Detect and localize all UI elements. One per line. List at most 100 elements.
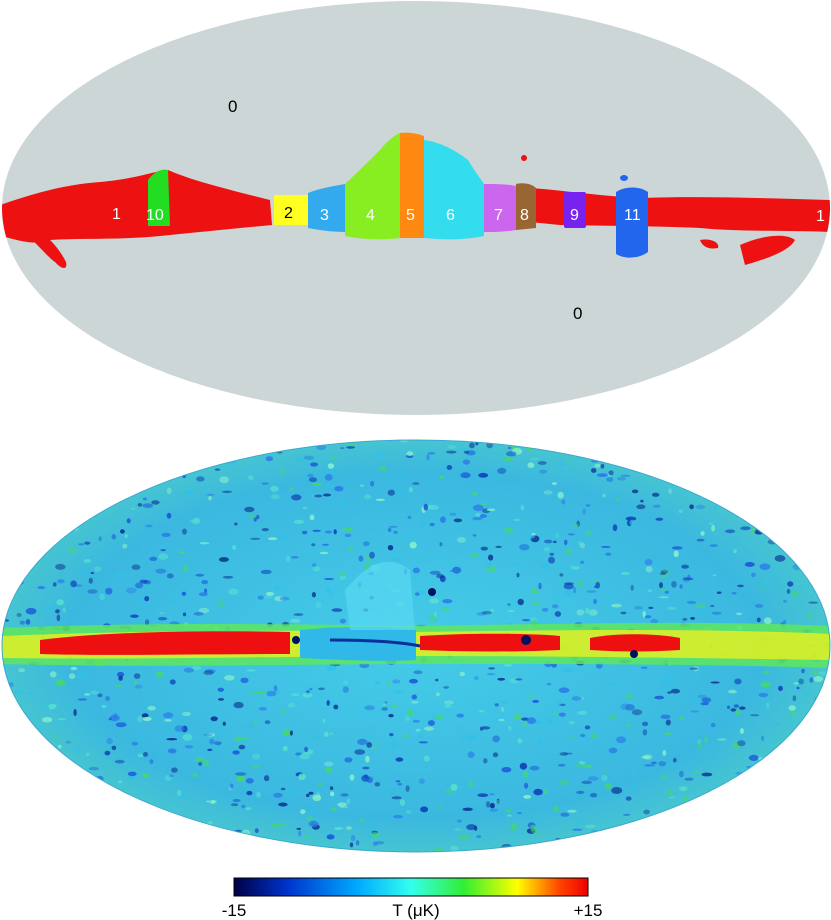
temperature-speckle [315, 601, 322, 609]
temperature-speckle [142, 812, 153, 816]
temperature-speckle [529, 846, 535, 851]
temperature-speckle [206, 493, 215, 496]
temperature-speckle [718, 813, 725, 818]
temperature-speckle [248, 475, 254, 481]
temperature-speckle [101, 704, 107, 709]
temperature-speckle [577, 541, 583, 545]
temperature-speckle [407, 515, 412, 520]
temperature-speckle [585, 824, 596, 829]
temperature-speckle [324, 731, 329, 737]
temperature-speckle [568, 721, 575, 725]
temperature-speckle [111, 745, 117, 751]
temperature-speckle [255, 691, 266, 695]
temperature-speckle [76, 673, 87, 680]
temperature-speckle [544, 539, 553, 544]
temperature-speckle [601, 842, 606, 849]
temperature-speckle [56, 599, 64, 606]
temperature-speckle [435, 678, 439, 682]
temperature-speckle [133, 673, 141, 679]
temperature-speckle [808, 530, 816, 534]
temperature-speckle [644, 615, 652, 619]
temperature-speckle [472, 504, 484, 512]
temperature-speckle [636, 830, 642, 834]
temperature-speckle [218, 557, 229, 562]
temperature-speckle [492, 735, 500, 743]
mask-region-7 [484, 184, 516, 232]
temperature-speckle [291, 556, 299, 559]
temperature-speckle [222, 575, 234, 579]
temperature-speckle [24, 496, 29, 503]
temperature-speckle [670, 688, 681, 694]
temperature-speckle [456, 713, 465, 718]
temperature-speckle [614, 830, 621, 835]
temperature-speckle [631, 769, 636, 777]
temperature-speckle [697, 694, 707, 699]
temperature-speckle [61, 778, 67, 786]
temperature-speckle [659, 572, 666, 576]
temperature-speckle [584, 736, 590, 741]
temperature-speckle [155, 568, 167, 574]
temperature-speckle [591, 468, 597, 473]
temperature-speckle [460, 472, 471, 479]
temperature-speckle [141, 545, 145, 551]
temperature-speckle [210, 799, 216, 805]
temperature-speckle [261, 482, 269, 485]
temperature-speckle [679, 584, 683, 589]
temperature-speckle [270, 494, 280, 500]
temperature-speckle [329, 732, 333, 736]
temperature-speckle [571, 842, 578, 850]
temperature-speckle [228, 440, 236, 444]
temperature-speckle [418, 778, 425, 785]
temperature-speckle [461, 735, 468, 741]
temperature-speckle [711, 611, 722, 615]
temperature-speckle [515, 678, 523, 681]
temperature-speckle [666, 606, 677, 610]
temperature-speckle [134, 684, 143, 689]
temperature-speckle [21, 557, 32, 561]
temperature-speckle [630, 584, 634, 591]
temperature-speckle [647, 589, 652, 592]
temperature-speckle [566, 845, 575, 850]
temperature-speckle [159, 612, 165, 615]
temperature-speckle [14, 558, 22, 563]
temperature-speckle [418, 741, 429, 744]
temperature-speckle [440, 516, 446, 523]
temperature-speckle [500, 465, 512, 469]
temperature-speckle [169, 679, 176, 685]
temperature-speckle [344, 757, 353, 763]
temperature-speckle [77, 698, 88, 701]
temperature-speckle [66, 789, 78, 792]
colorbar-max-label: +15 [574, 901, 603, 920]
temperature-speckle [357, 738, 368, 746]
temperature-speckle [114, 759, 125, 764]
temperature-speckle [40, 511, 49, 519]
temperature-speckle [483, 758, 488, 764]
temperature-speckle [760, 772, 772, 779]
temperature-speckle [46, 797, 54, 803]
temperature-speckle [182, 733, 193, 741]
temperature-speckle [154, 464, 161, 469]
temperature-speckle [303, 455, 315, 460]
temperature-speckle [632, 784, 637, 790]
temperature-speckle [275, 779, 282, 782]
temperature-speckle [352, 797, 364, 802]
temperature-speckle [113, 713, 118, 720]
temperature-speckle [685, 802, 694, 809]
temperature-speckle [53, 736, 59, 741]
temperature-speckle [3, 445, 8, 449]
temperature-speckle [712, 574, 717, 577]
temperature-speckle [325, 482, 332, 486]
temperature-speckle [192, 772, 199, 777]
temperature-speckle [521, 619, 531, 622]
temperature-speckle [169, 774, 174, 777]
temperature-speckle [130, 821, 139, 826]
temperature-speckle [427, 720, 435, 726]
temperature-speckle [487, 834, 497, 839]
mask-map: 0 0 1 1 10 2 3 4 5 6 7 8 9 11 [2, 1, 830, 415]
temperature-speckle [330, 807, 337, 812]
temperature-speckle [370, 832, 380, 838]
temperature-speckle [391, 796, 402, 800]
temperature-speckle [450, 845, 459, 852]
temperature-speckle [65, 487, 72, 493]
temperature-speckle [15, 516, 23, 521]
